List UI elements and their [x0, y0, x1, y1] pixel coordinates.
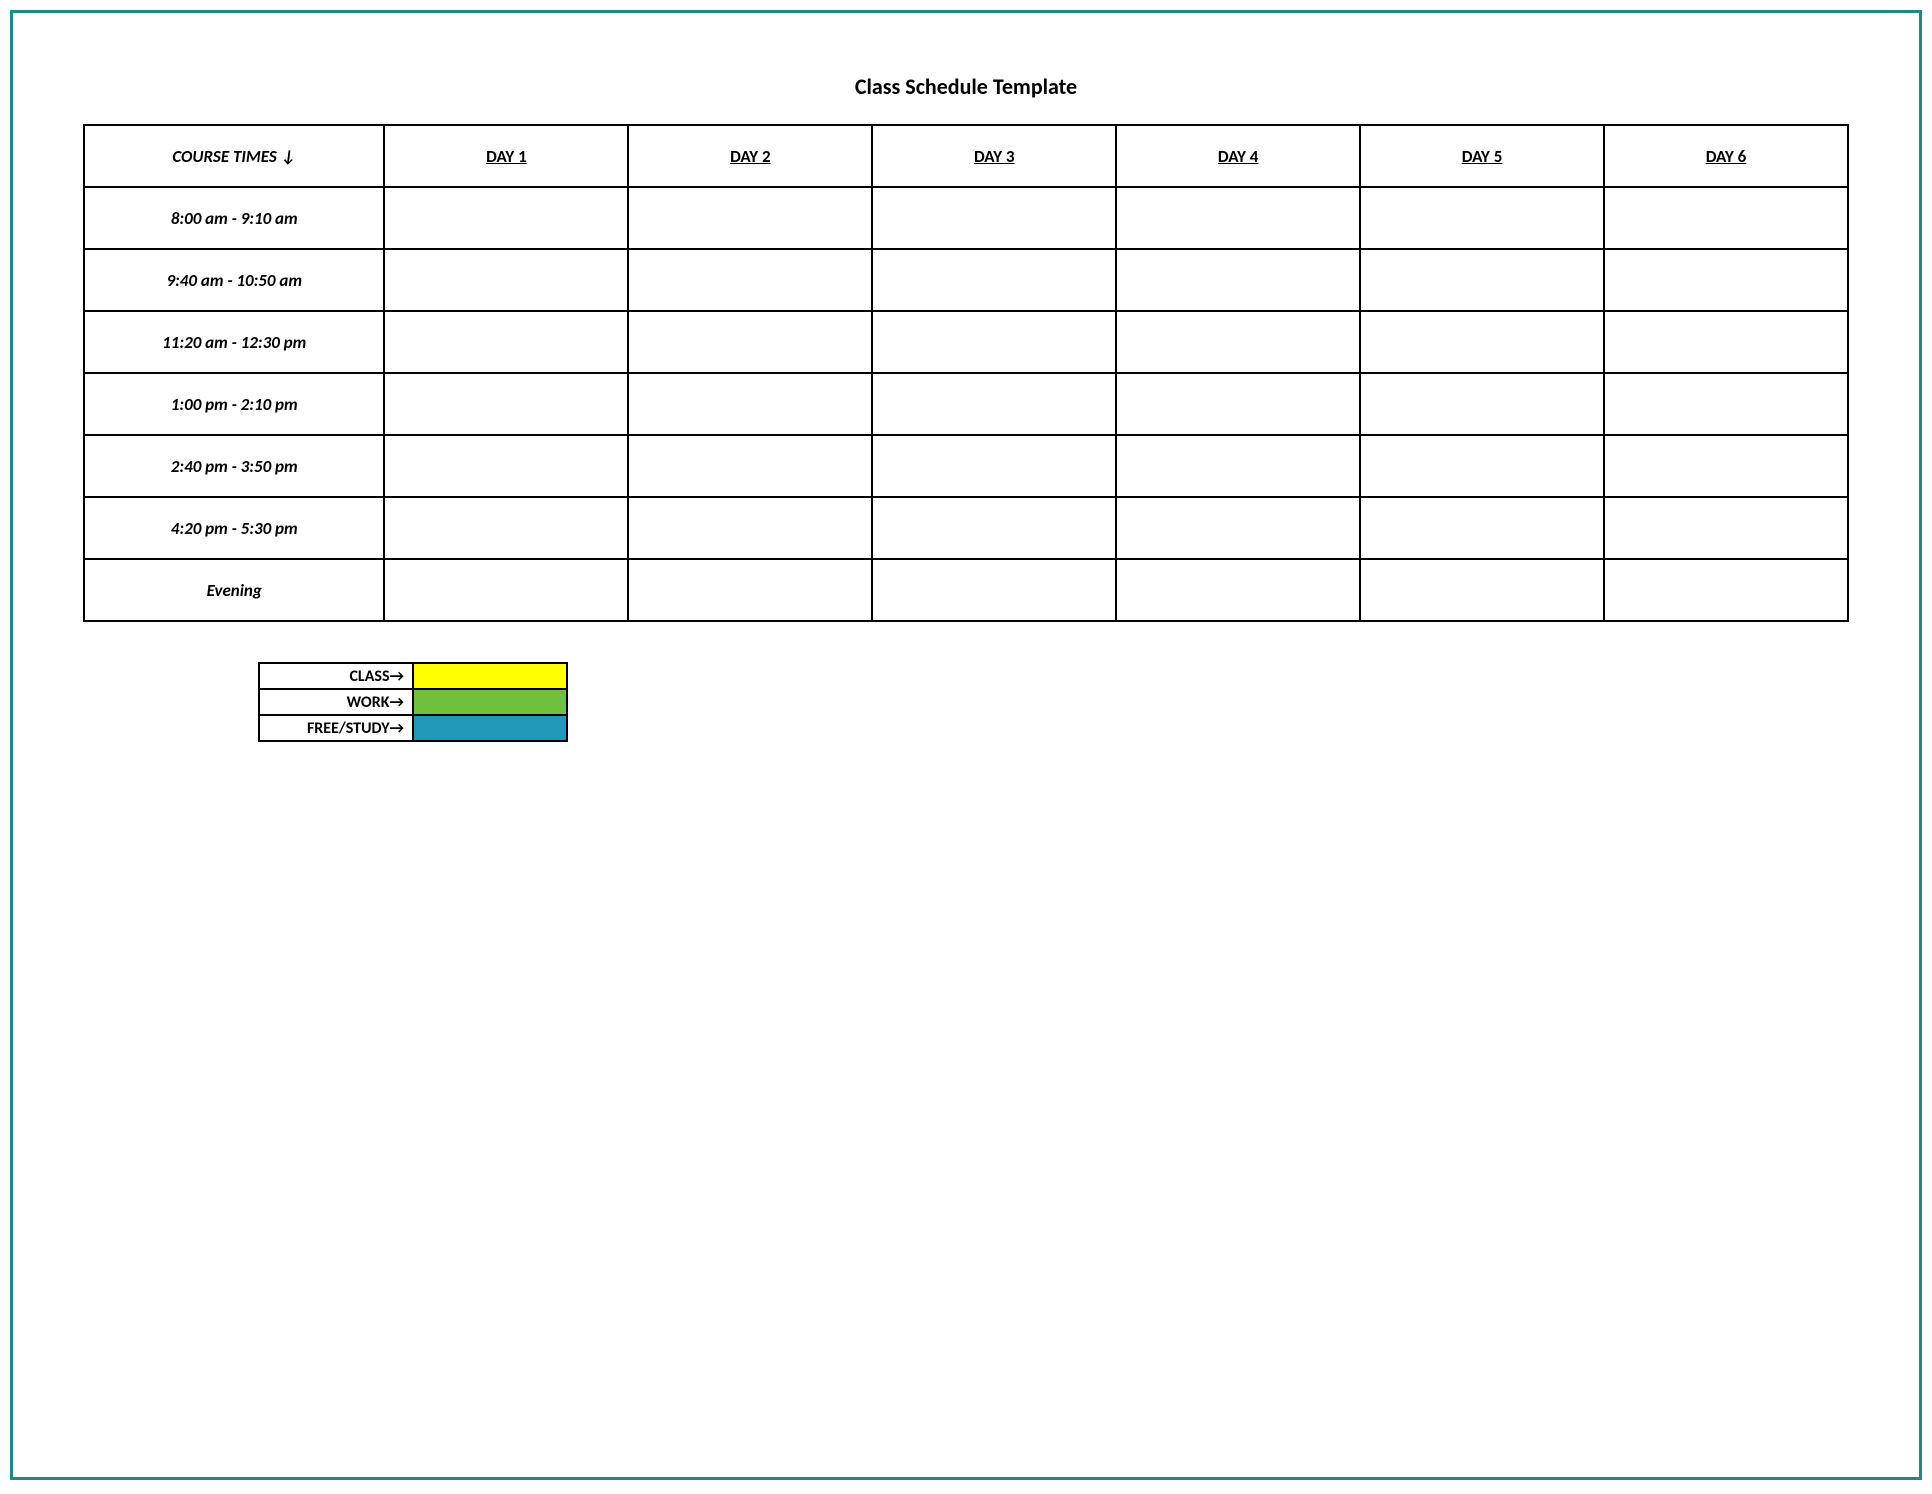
- schedule-cell[interactable]: [1360, 249, 1604, 311]
- schedule-cell[interactable]: [1360, 559, 1604, 621]
- header-day-4: DAY 4: [1116, 125, 1360, 187]
- schedule-cell[interactable]: [1116, 187, 1360, 249]
- arrow-down-icon: [277, 146, 296, 167]
- legend-color-swatch: [413, 689, 567, 715]
- legend-color-swatch: [413, 715, 567, 741]
- schedule-cell[interactable]: [872, 497, 1116, 559]
- legend-color-swatch: [413, 663, 567, 689]
- schedule-table: COURSE TIMES DAY 1 DAY 2 DAY 3 DAY 4 DAY…: [83, 124, 1849, 622]
- legend-label: CLASS: [259, 663, 413, 689]
- schedule-cell[interactable]: [872, 435, 1116, 497]
- time-label: 11:20 am - 12:30 pm: [84, 311, 384, 373]
- arrow-right-icon: [390, 719, 404, 738]
- schedule-cell[interactable]: [872, 311, 1116, 373]
- schedule-cell[interactable]: [384, 187, 628, 249]
- table-row: 1:00 pm - 2:10 pm: [84, 373, 1848, 435]
- schedule-cell[interactable]: [1360, 497, 1604, 559]
- table-row: 2:40 pm - 3:50 pm: [84, 435, 1848, 497]
- header-day-2: DAY 2: [628, 125, 872, 187]
- schedule-cell[interactable]: [1604, 435, 1848, 497]
- schedule-cell[interactable]: [1360, 311, 1604, 373]
- header-day-6: DAY 6: [1604, 125, 1848, 187]
- schedule-cell[interactable]: [872, 187, 1116, 249]
- arrow-right-icon: [390, 693, 404, 712]
- time-label: Evening: [84, 559, 384, 621]
- schedule-body: 8:00 am - 9:10 am9:40 am - 10:50 am11:20…: [84, 187, 1848, 621]
- schedule-cell[interactable]: [384, 373, 628, 435]
- legend-body: CLASSWORKFREE/STUDY: [259, 663, 567, 741]
- legend-label: WORK: [259, 689, 413, 715]
- time-label: 9:40 am - 10:50 am: [84, 249, 384, 311]
- legend: CLASSWORKFREE/STUDY: [258, 662, 568, 742]
- schedule-cell[interactable]: [628, 435, 872, 497]
- schedule-cell[interactable]: [1116, 559, 1360, 621]
- schedule-cell[interactable]: [1604, 373, 1848, 435]
- arrow-right-icon: [390, 667, 404, 686]
- table-row: Evening: [84, 559, 1848, 621]
- header-day-1: DAY 1: [384, 125, 628, 187]
- header-course-times: COURSE TIMES: [84, 125, 384, 187]
- legend-row: WORK: [259, 689, 567, 715]
- legend-label: FREE/STUDY: [259, 715, 413, 741]
- document-frame: Class Schedule Template COURSE TIMES DAY…: [10, 10, 1922, 1480]
- table-row: 8:00 am - 9:10 am: [84, 187, 1848, 249]
- table-row: 9:40 am - 10:50 am: [84, 249, 1848, 311]
- schedule-cell[interactable]: [1116, 497, 1360, 559]
- header-day-3: DAY 3: [872, 125, 1116, 187]
- schedule-cell[interactable]: [1116, 373, 1360, 435]
- schedule-cell[interactable]: [384, 559, 628, 621]
- legend-row: FREE/STUDY: [259, 715, 567, 741]
- schedule-cell[interactable]: [1116, 249, 1360, 311]
- schedule-cell[interactable]: [872, 249, 1116, 311]
- time-label: 8:00 am - 9:10 am: [84, 187, 384, 249]
- time-label: 4:20 pm - 5:30 pm: [84, 497, 384, 559]
- schedule-cell[interactable]: [1604, 249, 1848, 311]
- table-row: 11:20 am - 12:30 pm: [84, 311, 1848, 373]
- schedule-cell[interactable]: [1604, 311, 1848, 373]
- schedule-cell[interactable]: [1604, 187, 1848, 249]
- schedule-cell[interactable]: [872, 373, 1116, 435]
- schedule-cell[interactable]: [1360, 373, 1604, 435]
- schedule-cell[interactable]: [628, 187, 872, 249]
- schedule-cell[interactable]: [384, 497, 628, 559]
- schedule-cell[interactable]: [384, 435, 628, 497]
- schedule-cell[interactable]: [1116, 435, 1360, 497]
- page-title: Class Schedule Template: [83, 73, 1849, 100]
- schedule-cell[interactable]: [628, 249, 872, 311]
- schedule-cell[interactable]: [1604, 559, 1848, 621]
- schedule-cell[interactable]: [872, 559, 1116, 621]
- legend-table: CLASSWORKFREE/STUDY: [258, 662, 568, 742]
- schedule-cell[interactable]: [628, 559, 872, 621]
- schedule-cell[interactable]: [628, 497, 872, 559]
- schedule-cell[interactable]: [628, 373, 872, 435]
- schedule-cell[interactable]: [1116, 311, 1360, 373]
- schedule-header-row: COURSE TIMES DAY 1 DAY 2 DAY 3 DAY 4 DAY…: [84, 125, 1848, 187]
- time-label: 2:40 pm - 3:50 pm: [84, 435, 384, 497]
- time-label: 1:00 pm - 2:10 pm: [84, 373, 384, 435]
- schedule-cell[interactable]: [1360, 187, 1604, 249]
- schedule-cell[interactable]: [384, 249, 628, 311]
- schedule-cell[interactable]: [1604, 497, 1848, 559]
- schedule-cell[interactable]: [1360, 435, 1604, 497]
- schedule-cell[interactable]: [384, 311, 628, 373]
- schedule-cell[interactable]: [628, 311, 872, 373]
- table-row: 4:20 pm - 5:30 pm: [84, 497, 1848, 559]
- legend-row: CLASS: [259, 663, 567, 689]
- header-day-5: DAY 5: [1360, 125, 1604, 187]
